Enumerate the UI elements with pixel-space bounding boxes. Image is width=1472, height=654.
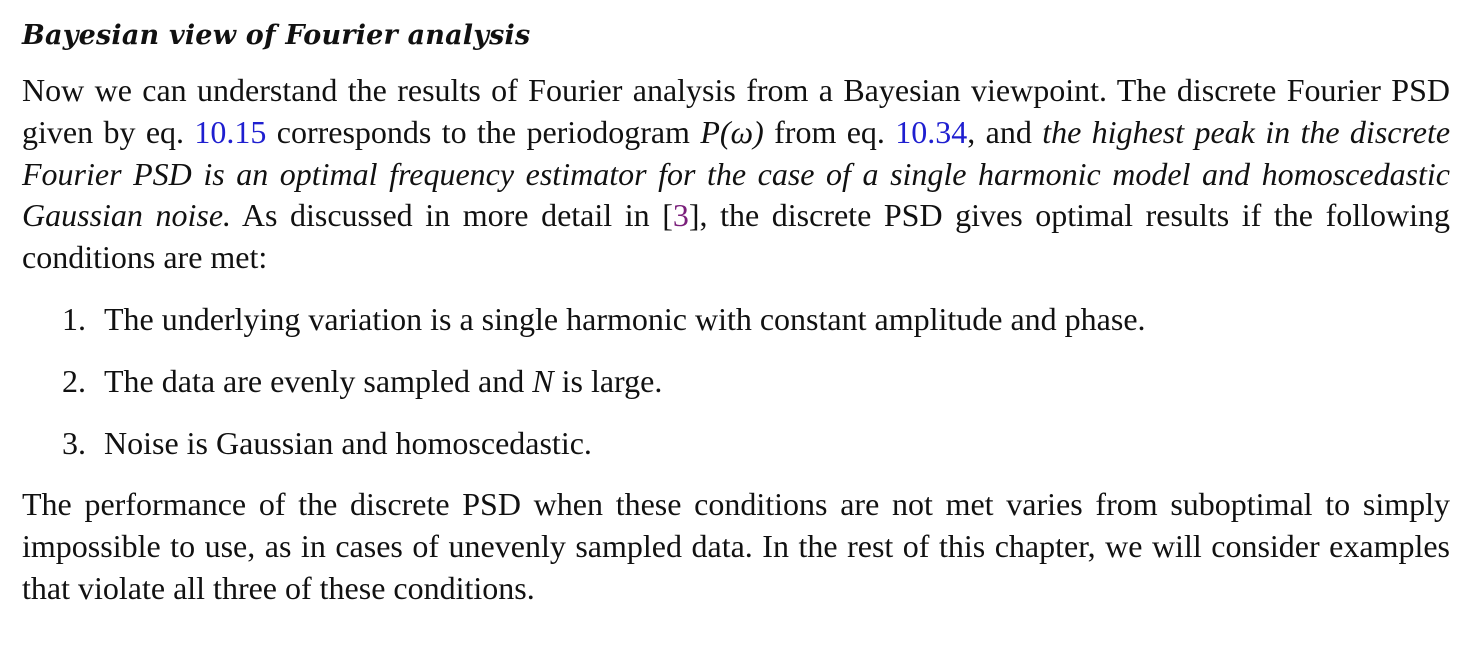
text-run: , and xyxy=(967,113,1043,150)
list-item: 3. Noise is Gaussian and homoscedastic. xyxy=(62,423,1450,465)
list-number: 3. xyxy=(62,424,86,461)
text-run: The data are evenly sampled and xyxy=(104,362,533,399)
text-run: is large. xyxy=(553,362,663,399)
equation-ref-10-34[interactable]: 10.34 xyxy=(895,113,968,150)
text-run: corresponds to the periodogram xyxy=(266,113,701,150)
conditions-list: 1. The underlying variation is a single … xyxy=(22,299,1450,464)
text-run: Now we can understand the results of Fou… xyxy=(22,72,1450,150)
list-text: Noise is Gaussian and homoscedastic. xyxy=(104,423,592,465)
citation-ref-3[interactable]: 3 xyxy=(672,197,689,234)
text-run: As discussed in more detail in [ xyxy=(231,197,673,234)
text-run: The underlying variation is a single har… xyxy=(104,300,1146,337)
list-text: The underlying variation is a single har… xyxy=(104,299,1146,341)
italic-statement: the highest peak in the discrete Fourier… xyxy=(22,113,1451,234)
intro-paragraph: Now we can understand the results of Fou… xyxy=(22,70,1450,279)
list-number: 2. xyxy=(62,362,86,399)
equation-ref-10-15[interactable]: 10.15 xyxy=(194,113,267,150)
list-number: 1. xyxy=(62,300,86,337)
closing-paragraph: The performance of the discrete PSD when… xyxy=(22,486,1450,606)
list-item: 1. The underlying variation is a single … xyxy=(62,299,1450,341)
list-item: 2. The data are evenly sampled and N is … xyxy=(62,361,1450,403)
document-page: Bayesian view of Fourier analysis Now we… xyxy=(22,14,1450,610)
text-run: ], the discrete PSD gives optimal result… xyxy=(22,197,1451,276)
section-heading: Bayesian view of Fourier analysis xyxy=(22,20,531,51)
math-N: N xyxy=(532,362,554,399)
text-run: from eq. xyxy=(763,113,896,150)
list-text: The data are evenly sampled and N is lar… xyxy=(104,361,662,403)
math-periodogram: P(ω) xyxy=(700,113,764,150)
text-run: Noise is Gaussian and homoscedastic. xyxy=(104,424,592,461)
